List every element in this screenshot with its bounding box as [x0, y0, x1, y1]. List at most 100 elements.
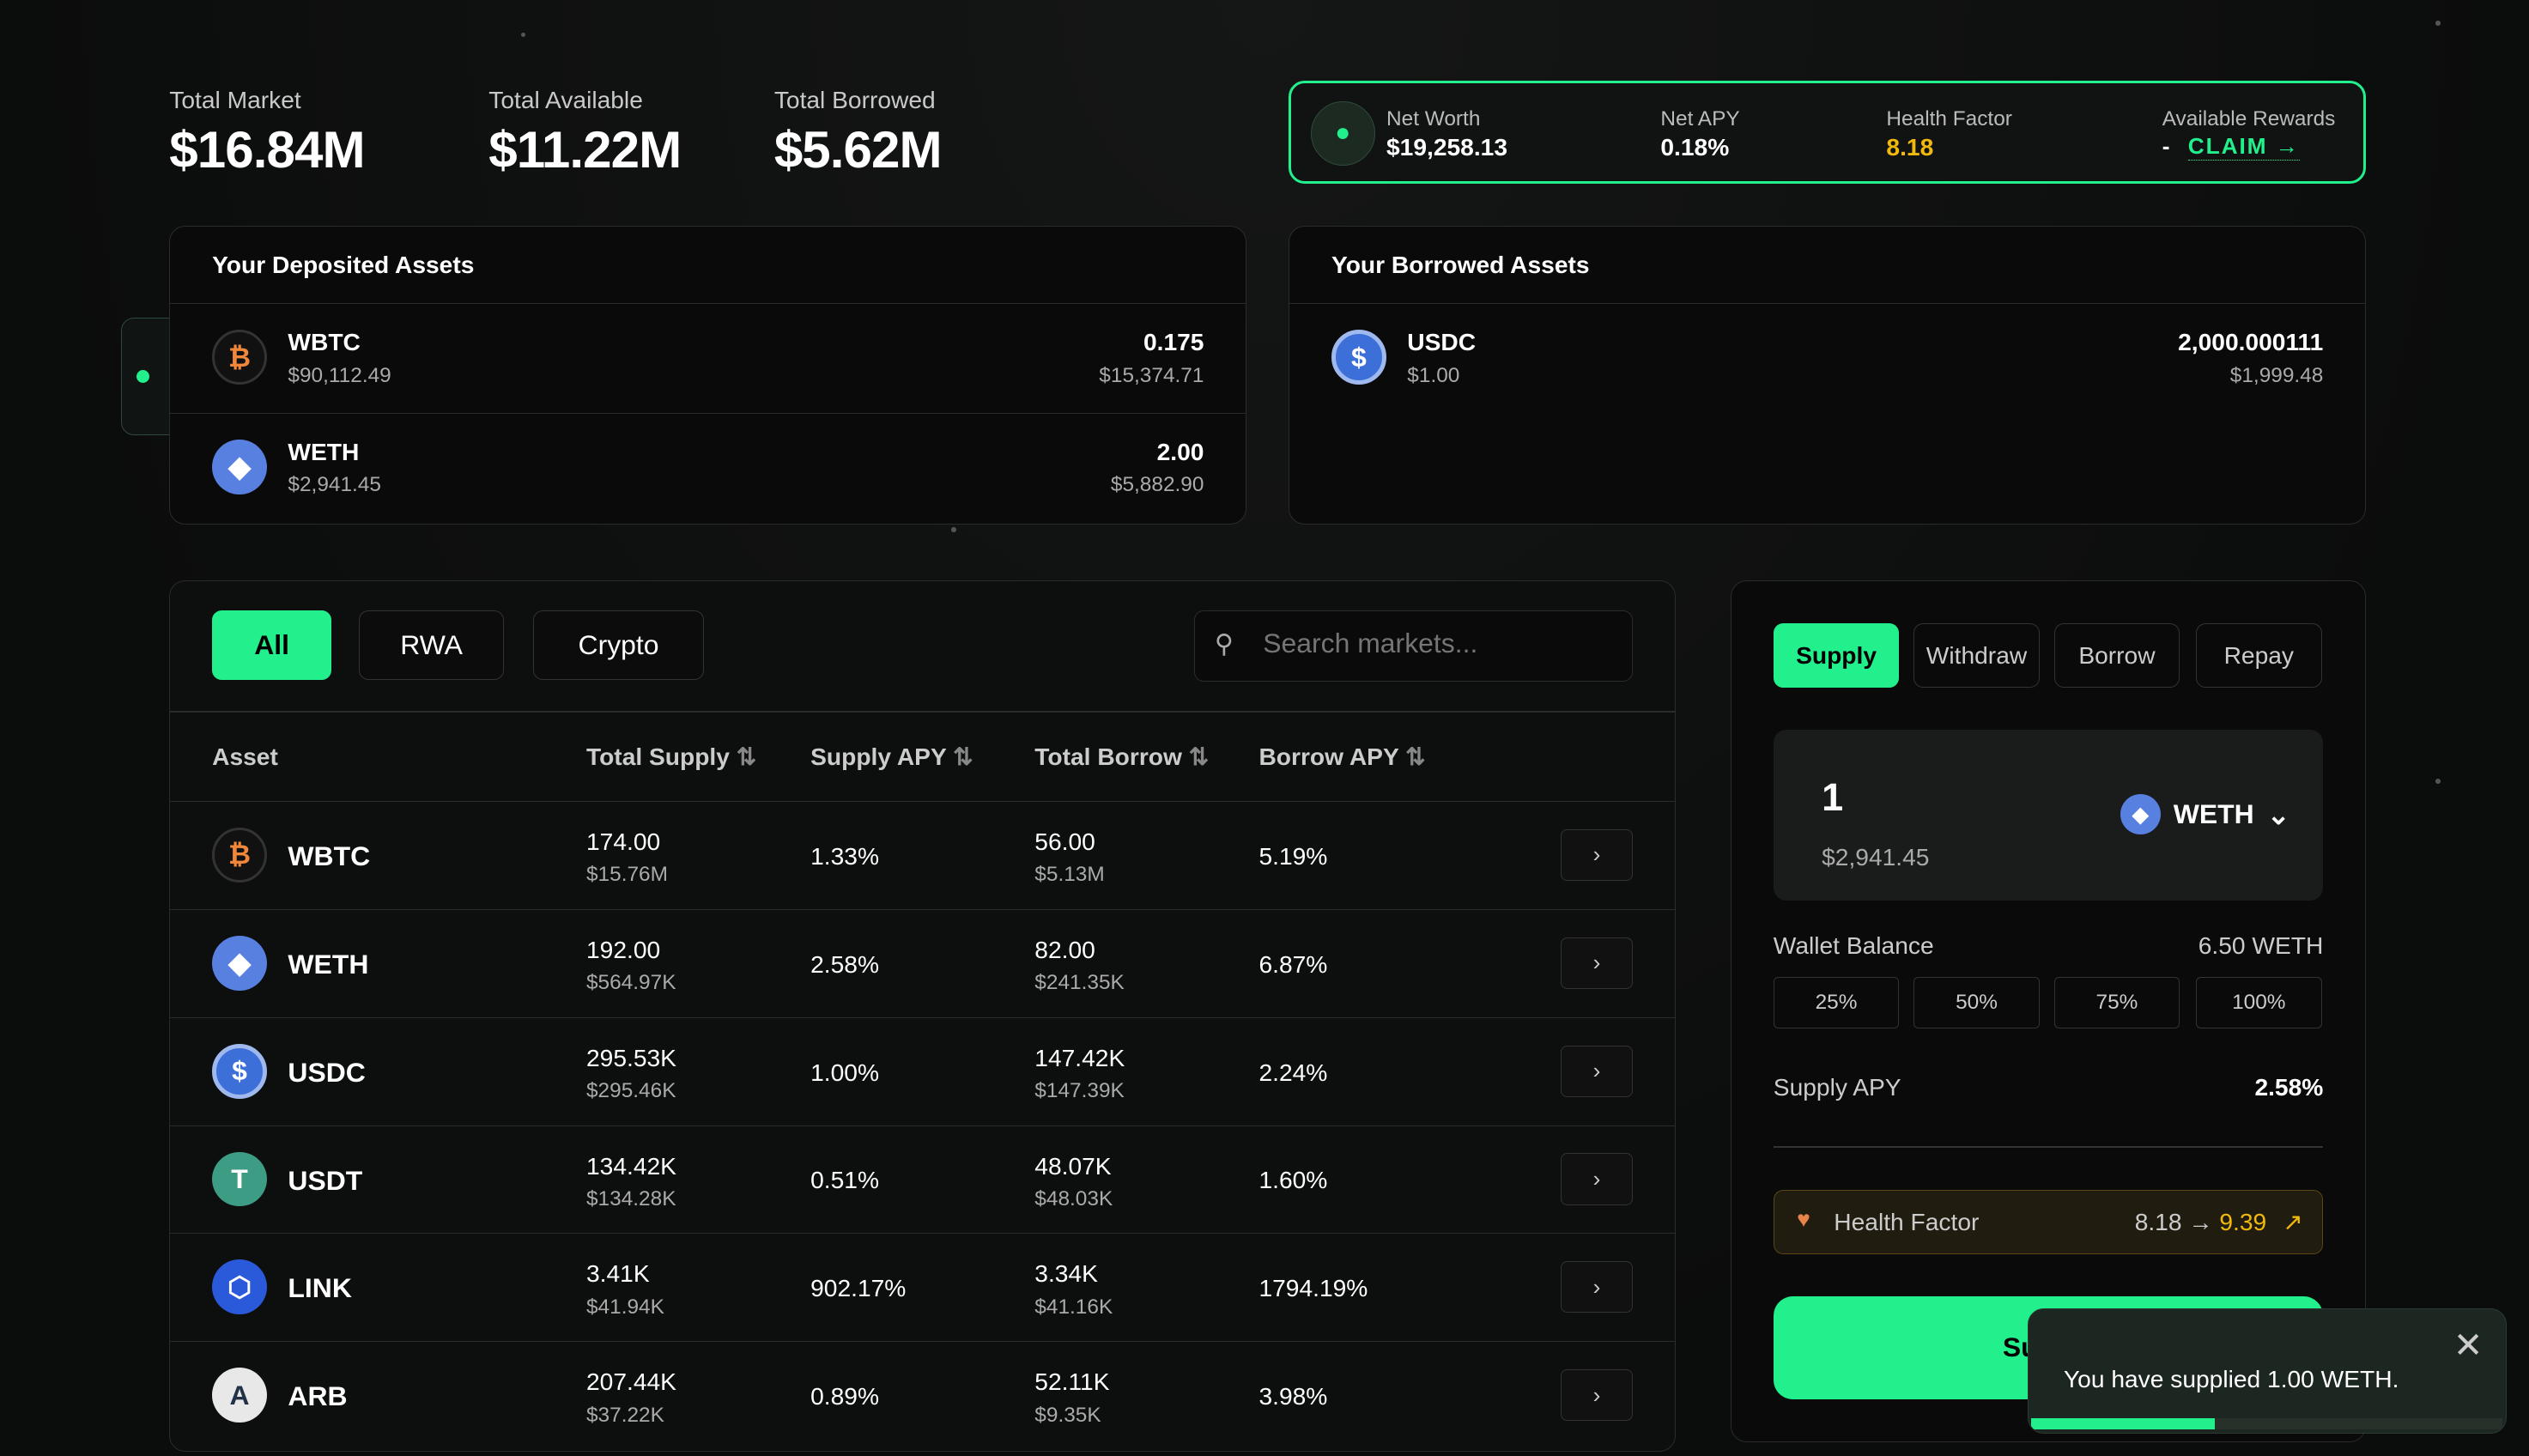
chevron-right-icon[interactable]: › — [1560, 1153, 1634, 1205]
asset-name: USDC — [288, 1056, 366, 1088]
supply-apy-value: 2.58% — [2254, 1073, 2324, 1101]
health-factor-label: Health Factor — [1886, 107, 2012, 131]
wbtc-icon: ₿ — [212, 827, 267, 883]
column-borrow-apy[interactable]: Borrow APY ⇅ — [1258, 743, 1425, 771]
stat-label: Total Available — [488, 85, 643, 113]
percent-25-button[interactable]: 25% — [1773, 976, 1900, 1028]
chevron-right-icon[interactable]: › — [1560, 1261, 1634, 1313]
supply-apy: 902.17% — [810, 1274, 907, 1302]
deposit-row[interactable]: ₿ WBTC $90,112.49 0.175 $15,374.71 — [170, 304, 1246, 414]
column-supply-apy[interactable]: Supply APY ⇅ — [810, 743, 973, 771]
chevron-right-icon[interactable]: › — [1560, 828, 1634, 881]
usdt-icon: T — [212, 1151, 267, 1207]
percent-50-button[interactable]: 50% — [1913, 976, 2040, 1028]
percent-100-button[interactable]: 100% — [2196, 976, 2322, 1028]
total-supply: 207.44K — [585, 1368, 676, 1396]
column-total-supply[interactable]: Total Supply ⇅ — [586, 743, 756, 771]
market-row[interactable]: ₿ WBTC 174.00 $15.76M 1.33% 56.00 $5.13M… — [170, 800, 1676, 909]
total-borrow: 52.11K — [1034, 1368, 1110, 1396]
asset-amount: 0.175 — [1143, 328, 1204, 356]
total-borrow: 48.07K — [1034, 1151, 1112, 1180]
total-borrow-usd: $241.35K — [1034, 971, 1125, 995]
heart-icon: ♥ — [1797, 1206, 1810, 1233]
total-borrow: 82.00 — [1034, 935, 1095, 963]
market-row[interactable]: ◆ WETH 192.00 $564.97K 2.58% 82.00 $241.… — [170, 908, 1676, 1017]
hf-from: 8.18 — [2134, 1208, 2182, 1236]
borrow-apy: 1.60% — [1258, 1166, 1328, 1194]
market-row[interactable]: ⬡ LINK 3.41K $41.94K 902.17% 3.34K $41.1… — [170, 1233, 1676, 1341]
hf-label: Health Factor — [1834, 1208, 1980, 1236]
weth-icon: ◆ — [2120, 794, 2161, 835]
close-icon[interactable]: ✕ — [2453, 1326, 2484, 1366]
toast-progress — [2031, 1418, 2502, 1430]
claim-button[interactable]: CLAIM → — [2187, 133, 2300, 161]
filter-rwa[interactable]: RWA — [359, 610, 505, 680]
trend-up-icon: ↗ — [2283, 1208, 2303, 1236]
total-supply: 192.00 — [585, 935, 661, 963]
supply-apy: 0.51% — [810, 1166, 880, 1194]
borrow-row[interactable]: $ USDC $1.00 2,000.000111 $1,999.48 — [1289, 304, 2365, 414]
search-icon: ⚲ — [1214, 629, 1234, 658]
stat-total-market: Total Market $16.84M — [169, 86, 365, 180]
asset-symbol: WBTC — [288, 328, 361, 356]
asset-value: $15,374.71 — [1099, 363, 1204, 387]
asset-name: WBTC — [288, 840, 371, 871]
tab-repay[interactable]: Repay — [2196, 623, 2322, 689]
claim-label: CLAIM — [2187, 133, 2268, 160]
chevron-right-icon[interactable]: › — [1560, 937, 1634, 989]
tab-borrow[interactable]: Borrow — [2053, 623, 2180, 689]
percent-75-button[interactable]: 75% — [2053, 976, 2180, 1028]
column-total-borrow[interactable]: Total Borrow ⇅ — [1034, 743, 1209, 771]
search-input[interactable] — [1263, 627, 1618, 659]
amount-input[interactable]: 1 — [1822, 774, 1844, 819]
total-borrow-usd: $5.13M — [1034, 863, 1105, 887]
usdc-icon: $ — [1331, 330, 1386, 385]
filter-crypto[interactable]: Crypto — [532, 610, 705, 680]
user-avatar-icon[interactable]: ● — [1310, 100, 1375, 166]
asset-symbol: USDC — [1407, 328, 1477, 356]
total-supply: 295.53K — [585, 1043, 676, 1071]
borrow-apy: 5.19% — [1258, 841, 1328, 870]
weth-icon: ◆ — [212, 935, 267, 991]
sort-icon: ⇅ — [1405, 743, 1426, 771]
chevron-right-icon[interactable]: › — [1560, 1369, 1634, 1422]
chevron-down-icon: ⌄ — [2266, 798, 2290, 830]
supply-apy: 2.58% — [810, 949, 880, 978]
total-supply-usd: $564.97K — [585, 971, 676, 995]
asset-value: $5,882.90 — [1110, 473, 1204, 497]
filter-all[interactable]: All — [212, 610, 332, 680]
search-box[interactable]: ⚲ — [1194, 610, 1634, 682]
market-row[interactable]: T USDT 134.42K $134.28K 0.51% 48.07K $48… — [170, 1125, 1676, 1234]
tab-withdraw[interactable]: Withdraw — [1913, 623, 2040, 689]
stat-total-available: Total Available $11.22M — [488, 85, 682, 180]
wbtc-icon: ₿ — [212, 330, 267, 385]
rewards-label: Available Rewards — [2162, 107, 2336, 131]
health-factor-value: 8.18 — [1886, 133, 1934, 161]
health-factor-preview: ♥ Health Factor 8.18 → 9.39 ↗ — [1773, 1189, 2324, 1254]
supply-apy: 0.89% — [810, 1382, 880, 1410]
market-row[interactable]: A ARB 207.44K $37.22K 0.89% 52.11K $9.35… — [170, 1341, 1676, 1449]
net-apy-label: Net APY — [1660, 107, 1740, 131]
stat-value: $16.84M — [169, 121, 365, 179]
total-supply-usd: $41.94K — [585, 1295, 664, 1319]
total-borrow: 147.42K — [1034, 1043, 1125, 1071]
total-supply-usd: $15.76M — [585, 863, 668, 887]
side-toggle[interactable] — [120, 318, 173, 436]
arrow-right-icon: → — [2275, 133, 2300, 160]
card-title: Your Borrowed Assets — [1289, 227, 2366, 305]
stat-label: Total Borrowed — [773, 85, 936, 113]
amount-usd: $2,941.45 — [1822, 842, 1930, 871]
borrowed-assets-card: Your Borrowed Assets $ USDC $1.00 2,000.000… — [1289, 226, 2367, 525]
stat-value: $11.22M — [488, 121, 682, 179]
token-selector[interactable]: ◆ WETH ⌄ — [2120, 794, 2290, 835]
chevron-right-icon[interactable]: › — [1560, 1045, 1634, 1097]
sort-icon: ⇅ — [1188, 743, 1210, 771]
tab-supply[interactable]: Supply — [1773, 623, 1900, 689]
asset-name: ARB — [288, 1380, 348, 1412]
market-row[interactable]: $ USDC 295.53K $295.46K 1.00% 147.42K $1… — [170, 1016, 1676, 1125]
toast-message: You have supplied 1.00 WETH. — [2063, 1365, 2399, 1393]
deposit-row[interactable]: ◆ WETH $2,941.45 2.00 $5,882.90 — [170, 414, 1246, 524]
asset-amount: 2.00 — [1156, 438, 1204, 466]
toast-progress-fill — [2031, 1418, 2216, 1430]
column-label: Borrow APY — [1258, 743, 1399, 771]
